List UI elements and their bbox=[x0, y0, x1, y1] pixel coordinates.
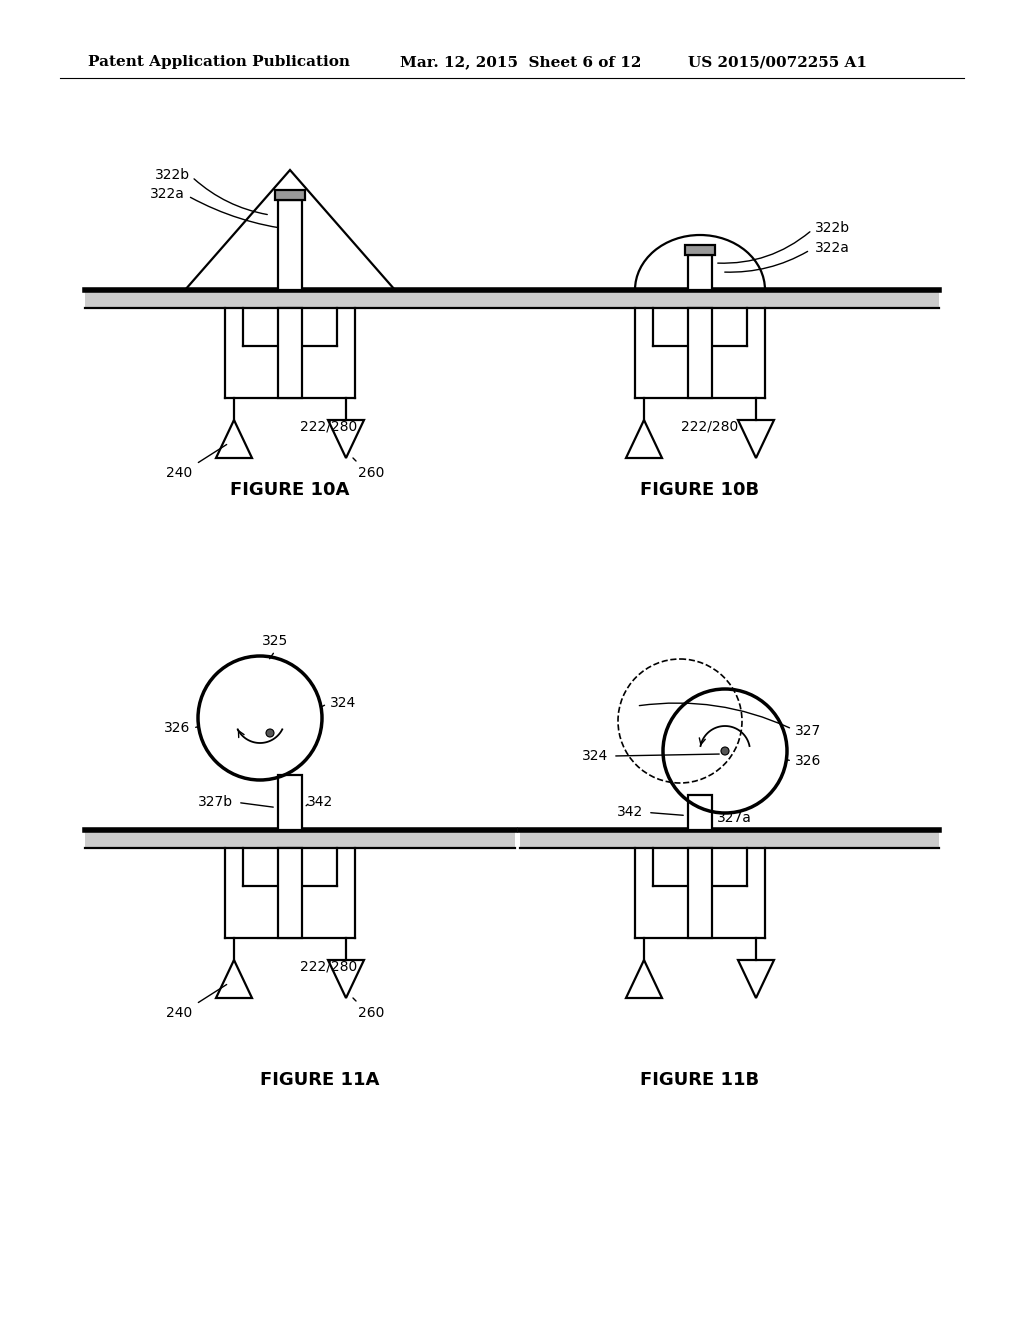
Text: 240: 240 bbox=[166, 466, 193, 480]
Bar bbox=[85, 830, 515, 847]
Text: 324: 324 bbox=[582, 748, 608, 763]
Bar bbox=[520, 830, 939, 847]
Bar bbox=[688, 795, 712, 830]
Circle shape bbox=[266, 729, 274, 737]
Text: 260: 260 bbox=[358, 466, 384, 480]
Text: 327a: 327a bbox=[717, 810, 752, 825]
Text: 322a: 322a bbox=[151, 187, 185, 201]
Text: FIGURE 11A: FIGURE 11A bbox=[260, 1071, 380, 1089]
Text: Mar. 12, 2015  Sheet 6 of 12: Mar. 12, 2015 Sheet 6 of 12 bbox=[400, 55, 641, 69]
Text: 222/280: 222/280 bbox=[681, 418, 738, 433]
Text: FIGURE 11B: FIGURE 11B bbox=[640, 1071, 760, 1089]
Text: 342: 342 bbox=[616, 805, 643, 820]
Bar bbox=[688, 847, 712, 939]
Text: 342: 342 bbox=[307, 796, 333, 809]
Bar bbox=[278, 308, 302, 399]
Text: FIGURE 10B: FIGURE 10B bbox=[640, 480, 760, 499]
Text: 322b: 322b bbox=[815, 220, 850, 235]
Text: 322b: 322b bbox=[155, 168, 190, 182]
Bar bbox=[85, 290, 939, 308]
Text: 327: 327 bbox=[795, 723, 821, 738]
Bar bbox=[278, 775, 302, 830]
Text: 326: 326 bbox=[164, 721, 190, 735]
Text: 325: 325 bbox=[262, 634, 288, 648]
Text: 240: 240 bbox=[166, 1006, 193, 1020]
Text: 327b: 327b bbox=[198, 796, 233, 809]
Text: 322a: 322a bbox=[815, 242, 850, 255]
Bar bbox=[688, 255, 712, 290]
Bar bbox=[278, 847, 302, 939]
Text: Patent Application Publication: Patent Application Publication bbox=[88, 55, 350, 69]
Bar bbox=[685, 246, 715, 255]
Text: US 2015/0072255 A1: US 2015/0072255 A1 bbox=[688, 55, 867, 69]
Bar bbox=[278, 201, 302, 290]
Text: 222/280: 222/280 bbox=[300, 960, 357, 973]
Circle shape bbox=[721, 747, 729, 755]
Text: 260: 260 bbox=[358, 1006, 384, 1020]
Bar bbox=[688, 308, 712, 399]
Text: 222/280: 222/280 bbox=[300, 418, 357, 433]
Bar bbox=[275, 190, 305, 201]
Text: 326: 326 bbox=[795, 754, 821, 768]
Text: FIGURE 10A: FIGURE 10A bbox=[230, 480, 349, 499]
Text: 324: 324 bbox=[330, 696, 356, 710]
